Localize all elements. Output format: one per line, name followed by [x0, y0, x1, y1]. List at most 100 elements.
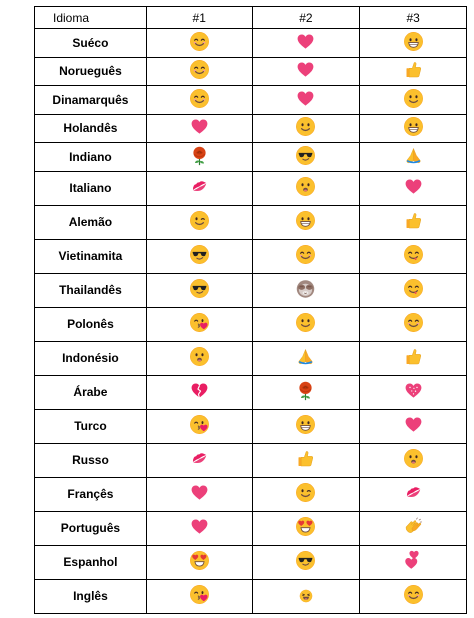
grin-icon [294, 412, 318, 436]
header-rank-1: #1 [145, 6, 253, 29]
emoji-rank-2-cell [251, 306, 361, 342]
emoji-rank-2-cell [251, 476, 361, 512]
smiling-eyes-icon [401, 310, 425, 334]
kissing-heart-icon [187, 310, 211, 334]
open-mouth-icon [294, 174, 318, 198]
table-row: Inglês [34, 578, 467, 614]
language-cell: Norueguês [34, 56, 147, 86]
emoji-rank-2-cell [251, 272, 361, 308]
smiling-eyes-icon [294, 242, 318, 266]
wink-icon [294, 480, 318, 504]
emoji-rank-1-cell [145, 56, 253, 86]
open-mouth-icon [401, 446, 425, 470]
emoji-rank-1-cell [145, 113, 253, 143]
emoji-rank-1-cell [145, 510, 253, 546]
table-row: Dinamarquês [34, 85, 467, 115]
language-cell: Português [34, 510, 147, 546]
emoji-rank-3-cell [359, 170, 467, 206]
emoji-rank-2-cell [251, 374, 361, 410]
clapping-icon [401, 514, 425, 538]
table-row: Norueguês [34, 56, 467, 86]
emoji-rank-2-cell [251, 56, 361, 86]
emoji-rank-1-cell [145, 408, 253, 444]
emoji-rank-1-cell [145, 476, 253, 512]
yum-icon [401, 242, 425, 266]
language-cell: Polonês [34, 306, 147, 342]
language-cell: Suéco [34, 28, 147, 58]
table-row: Vietinamita [34, 238, 467, 274]
emoji-rank-1-cell [145, 578, 253, 614]
table-body: Suéco Norueguês Dinamarquês Holandês Indiano… [34, 28, 467, 614]
kiss-lips-icon [401, 480, 425, 504]
table-row: Árabe [34, 374, 467, 410]
emoji-rank-2-cell [251, 113, 361, 143]
heart-icon [294, 29, 318, 53]
heart-icon [401, 412, 425, 436]
heart-icon [187, 514, 211, 538]
thumbs-up-icon [401, 58, 425, 82]
language-cell: Turco [34, 408, 147, 444]
table-row: Russo [34, 442, 467, 478]
emoji-rank-3-cell [359, 306, 467, 342]
heart-icon [187, 115, 211, 139]
wink-icon [187, 208, 211, 232]
yum-icon [401, 276, 425, 300]
language-cell: Italiano [34, 170, 147, 206]
sunglasses-icon [294, 548, 318, 572]
emoji-rank-2-cell [251, 85, 361, 115]
emoji-rank-1-cell [145, 170, 253, 206]
language-cell: Thailandês [34, 272, 147, 308]
open-mouth-icon [187, 344, 211, 368]
table-row: Indiano [34, 142, 467, 172]
table-row: Italiano [34, 170, 467, 206]
language-cell: Indiano [34, 142, 147, 172]
sunglasses-icon [294, 143, 318, 167]
emoji-rank-3-cell [359, 340, 467, 376]
thumbs-up-icon [401, 208, 425, 232]
smiling-eyes-icon [187, 29, 211, 53]
table-row: Polonês [34, 306, 467, 342]
heart-icon [187, 480, 211, 504]
emoji-rank-2-cell [251, 142, 361, 172]
folded-hands-icon [294, 344, 318, 368]
smile-icon [401, 86, 425, 110]
table-header-row: Idioma #1 #2 #3 [34, 6, 467, 29]
header-rank-3: #3 [359, 6, 467, 29]
emoji-rank-3-cell [359, 272, 467, 308]
smile-icon [294, 310, 318, 334]
emoji-rank-1-cell [145, 28, 253, 58]
rose-icon [187, 143, 211, 167]
emoji-rank-2-cell [251, 578, 361, 614]
emoji-rank-1-cell [145, 85, 253, 115]
header-idioma: Idioma [34, 6, 147, 29]
emoji-rank-3-cell [359, 442, 467, 478]
emoji-rank-3-cell [359, 408, 467, 444]
heart-icon [294, 86, 318, 110]
table-row: Thailandês [34, 272, 467, 308]
kiss-lips-icon [187, 446, 211, 470]
heart-icon [401, 174, 425, 198]
emoji-rank-2-cell [251, 510, 361, 546]
table-row: Françês [34, 476, 467, 512]
kissing-heart-icon [187, 412, 211, 436]
heart-eyes-icon [294, 514, 318, 538]
language-cell: Árabe [34, 374, 147, 410]
emoji-rank-3-cell [359, 374, 467, 410]
kiss-lips-icon [187, 174, 211, 198]
emoji-rank-2-cell [251, 204, 361, 240]
smile-icon [294, 115, 318, 139]
emoji-rank-3-cell [359, 56, 467, 86]
language-cell: Vietinamita [34, 238, 147, 274]
emoji-rank-3-cell [359, 544, 467, 580]
emoji-rank-1-cell [145, 544, 253, 580]
smiling-eyes-icon [187, 86, 211, 110]
emoji-rank-2-cell [251, 238, 361, 274]
table-row: Alemão [34, 204, 467, 240]
emoji-rank-2-cell [251, 28, 361, 58]
emoji-rank-3-cell [359, 204, 467, 240]
language-cell: Holandês [34, 113, 147, 143]
sparkling-heart-icon [401, 378, 425, 402]
emoji-rank-1-cell [145, 374, 253, 410]
emoji-rank-3-cell [359, 510, 467, 546]
